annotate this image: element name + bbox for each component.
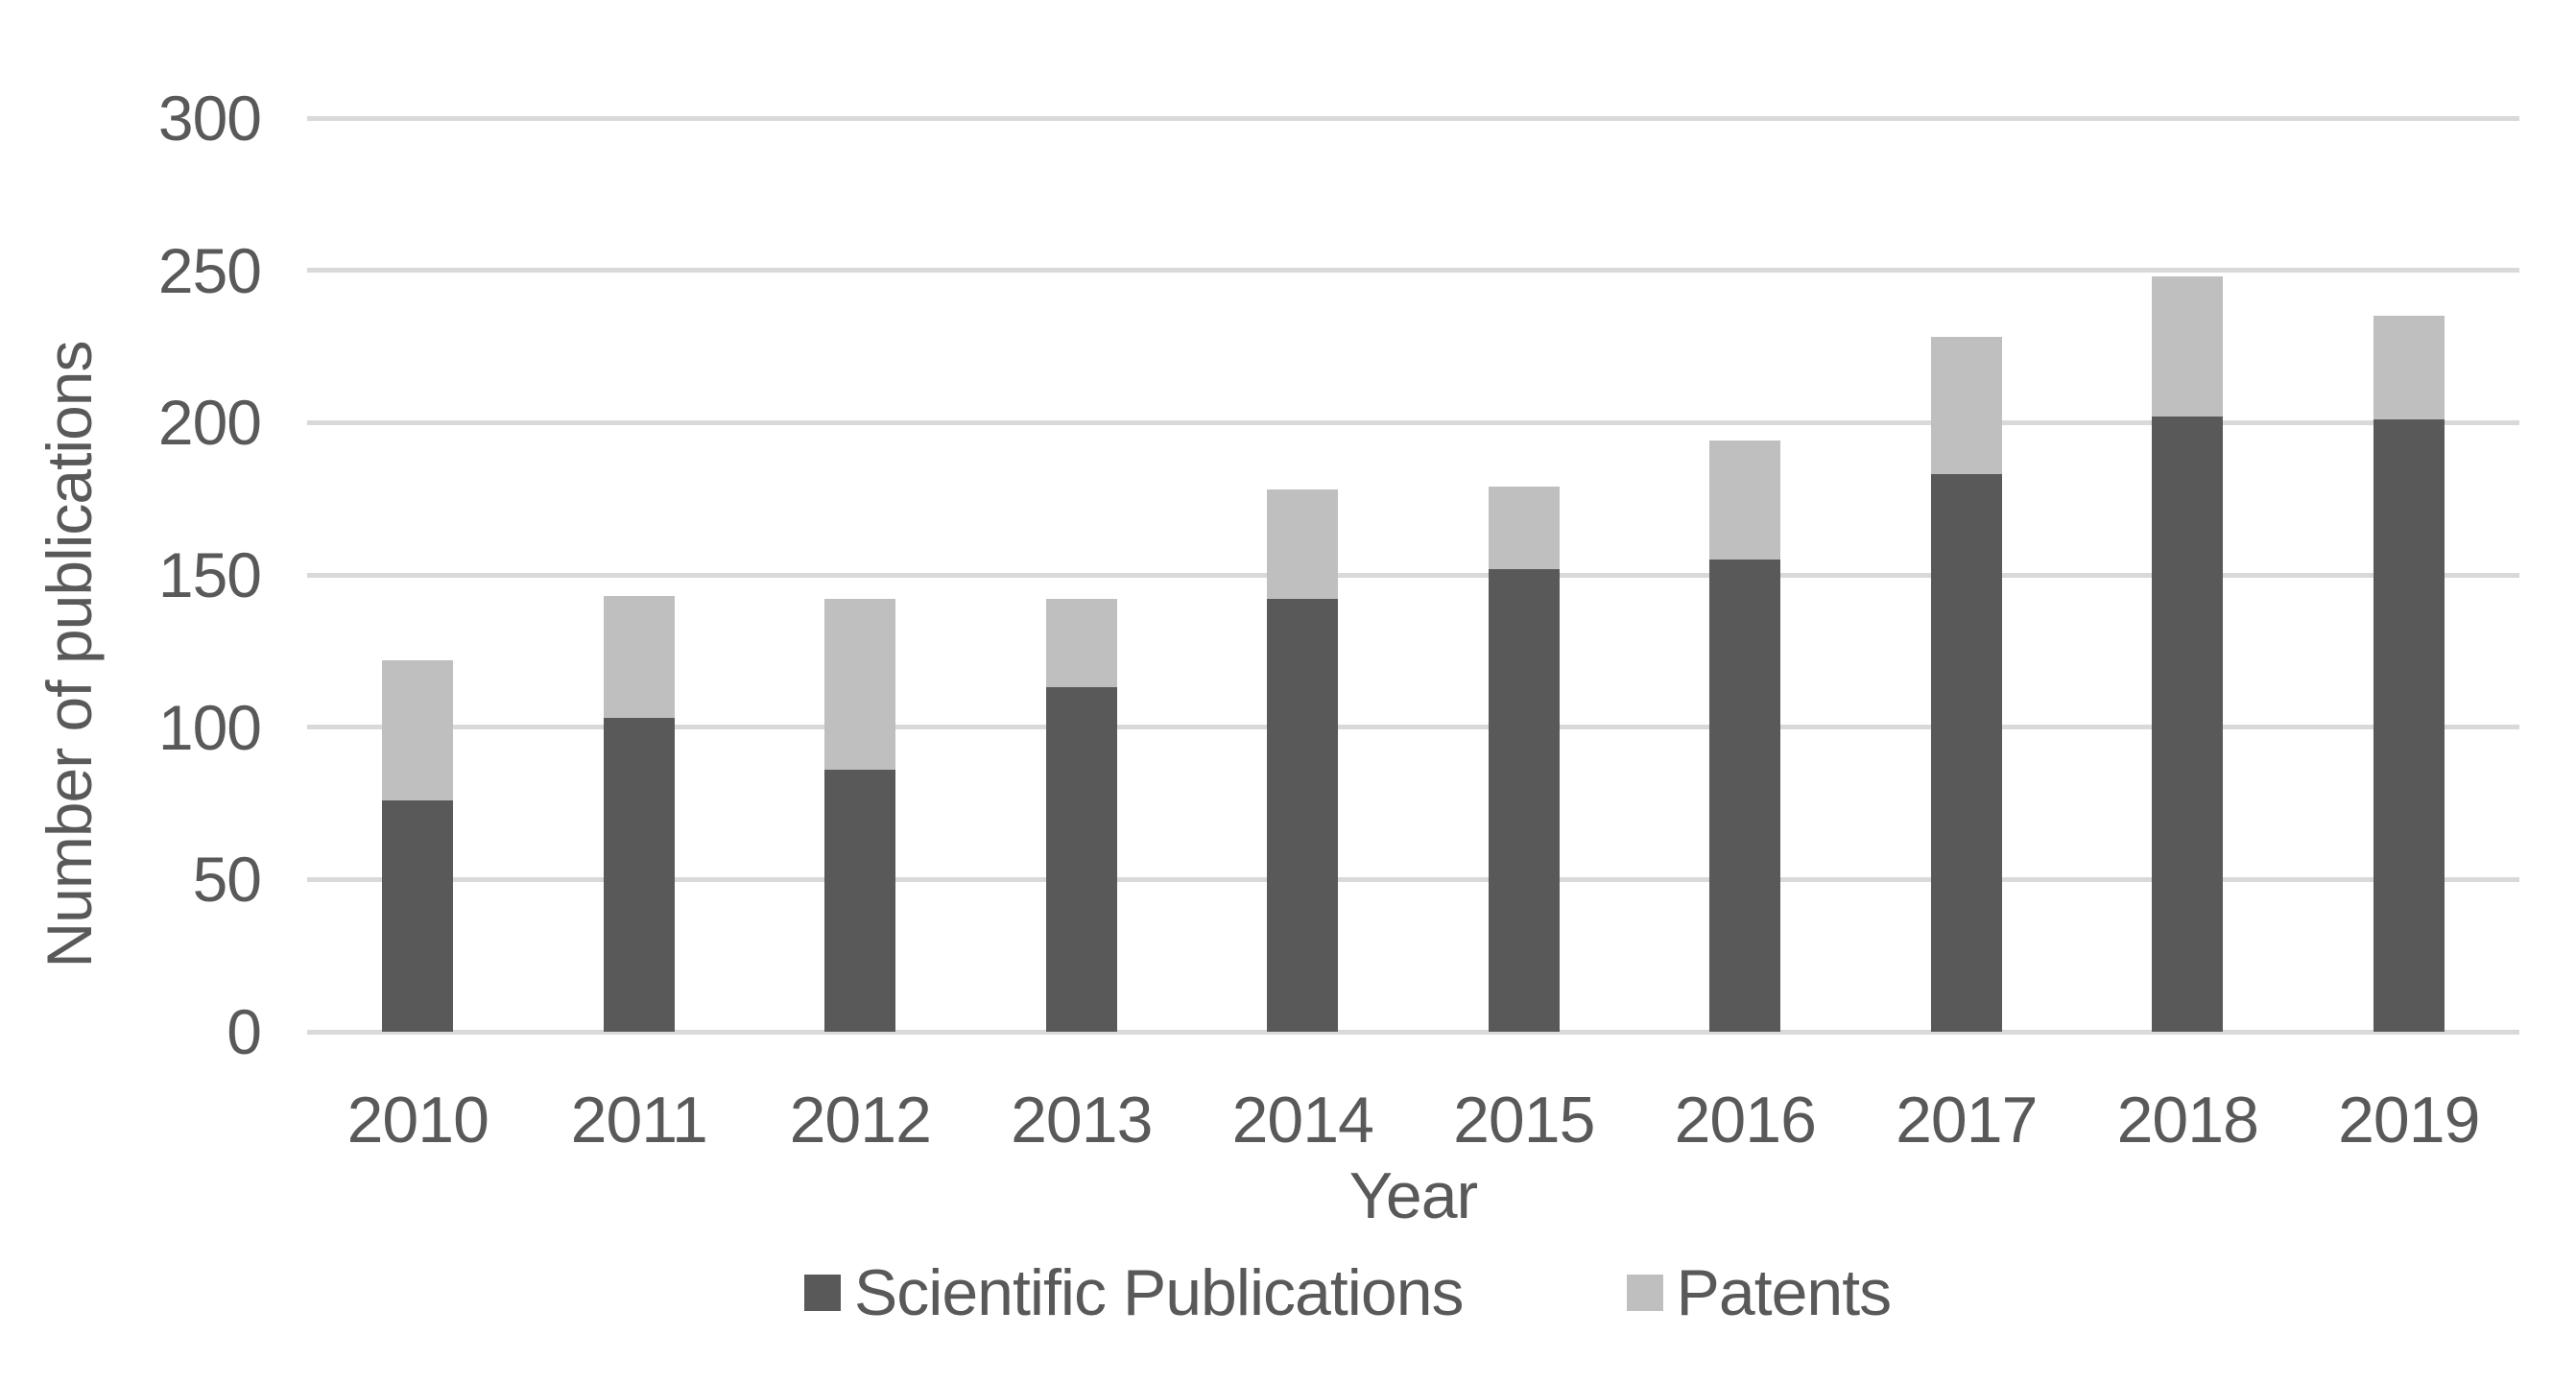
bar-segment-scientific-publications-2012 [824, 770, 896, 1032]
bar-segment-patents-2012 [824, 599, 896, 771]
bar-segment-scientific-publications-2010 [382, 799, 454, 1032]
legend: Scientific Publications Patents [60, 1259, 2576, 1326]
x-tick-label-2019: 2019 [2338, 1084, 2480, 1156]
y-tick-label-150: 150 [157, 539, 262, 610]
x-axis-title: Year [1348, 1159, 1478, 1232]
x-tick-label-2014: 2014 [1231, 1084, 1374, 1156]
legend-swatch-patents [1626, 1275, 1663, 1311]
x-tick-label-2017: 2017 [1896, 1084, 2038, 1156]
bar-segment-patents-2018 [2152, 276, 2224, 417]
bar-segment-scientific-publications-2013 [1045, 687, 1117, 1032]
gridline-y-300 [307, 115, 2519, 121]
legend-swatch-scientific-publications [803, 1275, 841, 1311]
legend-item-scientific-publications: Scientific Publications [803, 1256, 1465, 1329]
y-tick-label-200: 200 [157, 387, 262, 459]
gridline-y-0 [307, 1029, 2519, 1035]
gridline-y-200 [307, 419, 2519, 425]
gridline-y-50 [307, 876, 2519, 882]
y-tick-label-0: 0 [227, 996, 262, 1067]
gridline-y-100 [307, 725, 2519, 730]
bar-segment-scientific-publications-2018 [2152, 416, 2224, 1032]
bar-segment-scientific-publications-2011 [603, 718, 675, 1032]
bar-segment-patents-2016 [1709, 441, 1781, 560]
bar-segment-patents-2015 [1488, 486, 1560, 569]
bar-segment-patents-2010 [382, 659, 454, 800]
x-tick-label-2015: 2015 [1453, 1084, 1595, 1156]
bar-segment-scientific-publications-2016 [1709, 560, 1781, 1032]
bar-segment-patents-2011 [603, 596, 675, 719]
x-tick-label-2018: 2018 [2116, 1084, 2259, 1156]
bar-segment-scientific-publications-2014 [1267, 599, 1339, 1032]
gridline-y-150 [307, 572, 2519, 578]
x-tick-label-2010: 2010 [346, 1084, 489, 1156]
x-tick-label-2011: 2011 [570, 1084, 708, 1156]
x-tick-label-2016: 2016 [1674, 1084, 1817, 1156]
bar-segment-scientific-publications-2019 [2373, 419, 2445, 1032]
x-tick-label-2013: 2013 [1011, 1084, 1153, 1156]
gridline-y-250 [307, 268, 2519, 274]
y-tick-label-250: 250 [157, 234, 262, 306]
bar-segment-patents-2014 [1267, 489, 1339, 600]
bar-segment-scientific-publications-2015 [1488, 568, 1560, 1032]
legend-label: Scientific Publications [853, 1256, 1465, 1329]
y-tick-label-100: 100 [157, 691, 262, 763]
bar-segment-patents-2013 [1045, 599, 1117, 688]
bar-segment-patents-2019 [2373, 316, 2445, 420]
bar-segment-patents-2017 [1930, 337, 2002, 475]
legend-label: Patents [1676, 1256, 1893, 1329]
y-tick-label-50: 50 [192, 844, 262, 916]
y-tick-label-300: 300 [157, 83, 262, 154]
x-tick-label-2012: 2012 [789, 1084, 932, 1156]
bar-segment-scientific-publications-2017 [1930, 474, 2002, 1032]
legend-item-patents: Patents [1626, 1256, 1893, 1329]
